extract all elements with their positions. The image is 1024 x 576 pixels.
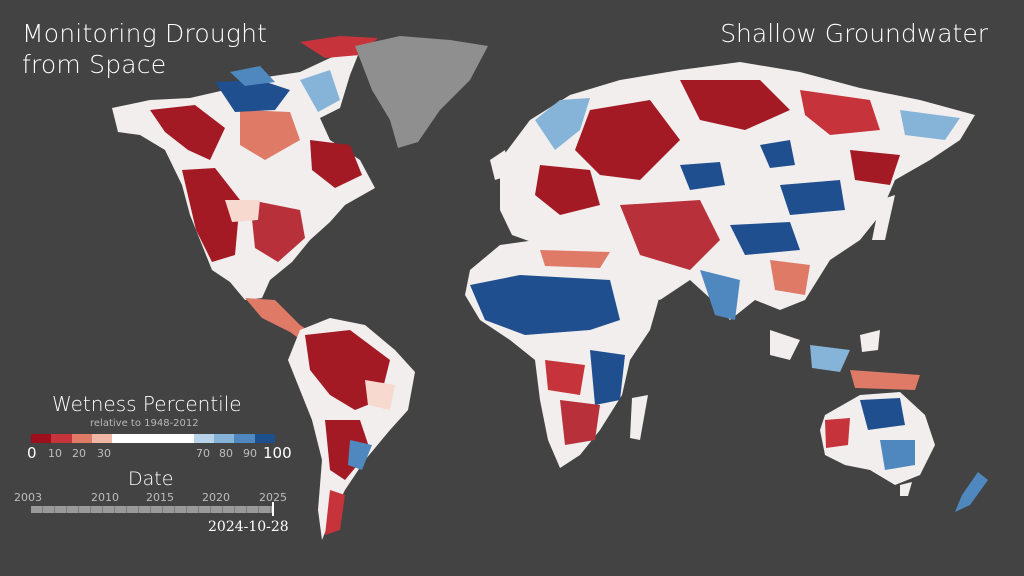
map-subtitle: Shallow Groundwater bbox=[720, 19, 988, 48]
tick-label: 10 bbox=[48, 447, 62, 460]
scale-swatch bbox=[91, 434, 113, 443]
maritime-asia bbox=[770, 330, 920, 390]
scale-swatch bbox=[193, 434, 214, 443]
timeline-years: 2003 2010 2015 2020 2025 bbox=[14, 491, 304, 505]
year-label: 2015 bbox=[146, 491, 174, 504]
greenland bbox=[355, 36, 488, 148]
year-label: 2025 bbox=[259, 491, 287, 504]
current-date: 2024-10-28 bbox=[208, 519, 289, 535]
tick-label: 70 bbox=[196, 447, 210, 460]
south-america bbox=[288, 318, 415, 540]
timeline-marker bbox=[272, 502, 274, 516]
legend-title: Wetness Percentile bbox=[52, 392, 242, 416]
year-label: 2010 bbox=[91, 491, 119, 504]
tick-label: 100 bbox=[263, 444, 292, 462]
date-title: Date bbox=[128, 468, 174, 490]
scale-swatch bbox=[152, 434, 174, 443]
new-zealand bbox=[955, 472, 988, 512]
scale-swatch bbox=[51, 434, 72, 443]
year-label: 2020 bbox=[202, 491, 230, 504]
scale-swatch bbox=[71, 434, 92, 443]
title-line-1: Monitoring Drought bbox=[22, 19, 268, 48]
page-title: Monitoring Drought from Space bbox=[22, 18, 267, 80]
australia bbox=[820, 392, 935, 496]
north-america bbox=[112, 36, 378, 348]
title-line-2: from Space bbox=[22, 50, 167, 79]
year-label: 2003 bbox=[14, 491, 42, 504]
scale-swatch bbox=[112, 434, 133, 443]
scale-swatch bbox=[213, 434, 235, 443]
tick-label: 0 bbox=[27, 444, 37, 462]
legend-subtitle: relative to 1948-2012 bbox=[90, 418, 199, 429]
africa bbox=[465, 238, 660, 468]
scale-swatch bbox=[31, 434, 52, 443]
timeline-bar bbox=[31, 506, 273, 513]
scale-swatch bbox=[132, 434, 153, 443]
tick-label: 90 bbox=[243, 447, 257, 460]
scale-swatch bbox=[173, 434, 194, 443]
tick-label: 20 bbox=[72, 447, 86, 460]
tick-label: 30 bbox=[97, 447, 111, 460]
scale-swatch bbox=[234, 434, 255, 443]
color-scale bbox=[31, 434, 275, 443]
scale-tick-labels: 0 10 20 30 70 80 90 100 bbox=[24, 444, 292, 462]
scale-swatch bbox=[254, 434, 275, 443]
tick-label: 80 bbox=[219, 447, 233, 460]
